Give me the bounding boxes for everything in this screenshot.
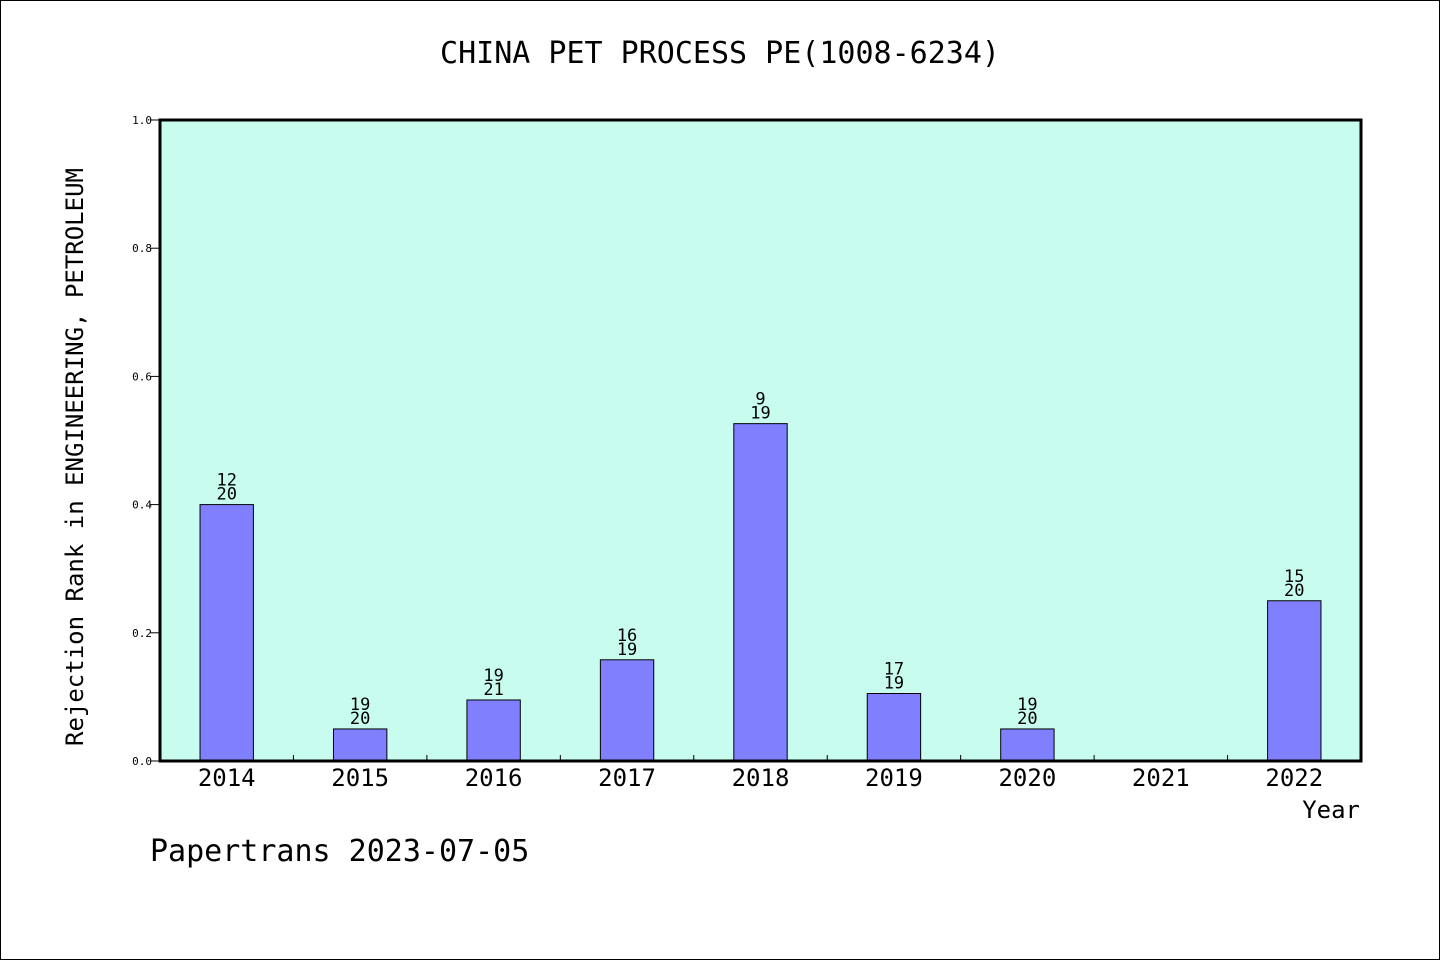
x-tick-label: 2022 [1265, 764, 1323, 792]
chart-title: CHINA PET PROCESS PE(1008-6234) [440, 36, 1000, 71]
bar-label-rank: 16 [617, 626, 637, 646]
y-axis: 0.0 0.2 0.4 0.6 0.8 1.0 [132, 114, 160, 768]
bar-label-total: 20 [216, 485, 236, 505]
bar-label-total: 19 [617, 640, 637, 660]
x-tick-label: 2016 [465, 764, 523, 792]
plot-border [158, 118, 1363, 763]
x-axis: 2014 2015 2016 2017 2018 2019 2020 2021 2022 [198, 755, 1323, 792]
y-tick-label: 0.6 [132, 370, 152, 383]
bar [466, 699, 521, 762]
bar-label-rank: 9 [755, 390, 765, 410]
bar-label-rank: 15 [1284, 567, 1304, 587]
bar [1267, 600, 1322, 762]
y-tick-label: 0.0 [132, 755, 152, 768]
bar-label-total: 20 [1017, 709, 1037, 729]
y-tick-label: 0.2 [132, 627, 152, 640]
bar [599, 659, 655, 762]
bar [1000, 728, 1055, 762]
bar-label-rank: 19 [1017, 695, 1037, 715]
footer-credit: Papertrans 2023-07-05 [150, 834, 530, 869]
bar-label-total: 19 [884, 674, 904, 694]
x-axis-label: Year [1302, 796, 1360, 824]
bar-label-total: 20 [350, 709, 370, 729]
x-tick-label: 2014 [198, 764, 256, 792]
x-tick-label: 2019 [865, 764, 923, 792]
bar [733, 423, 788, 762]
x-tick-label: 2017 [598, 764, 656, 792]
y-tick-label: 0.8 [132, 242, 152, 255]
y-tick-label: 0.4 [132, 499, 152, 512]
bar-label-rank: 12 [216, 471, 236, 491]
x-tick-label: 2020 [998, 764, 1056, 792]
y-tick-label: 1.0 [132, 114, 152, 127]
bar-label-total: 19 [750, 404, 770, 424]
x-tick-label: 2015 [331, 764, 389, 792]
bar-label-total: 20 [1284, 581, 1304, 601]
bar-label-rank: 17 [884, 660, 904, 680]
bar-label-rank: 19 [483, 666, 503, 686]
bar-label-rank: 19 [350, 695, 370, 715]
x-tick-label: 2018 [732, 764, 790, 792]
bar [866, 693, 922, 762]
bar-label-total: 21 [483, 680, 503, 700]
bar [332, 728, 388, 762]
x-tick-label: 2021 [1132, 764, 1190, 792]
bar [199, 504, 254, 762]
